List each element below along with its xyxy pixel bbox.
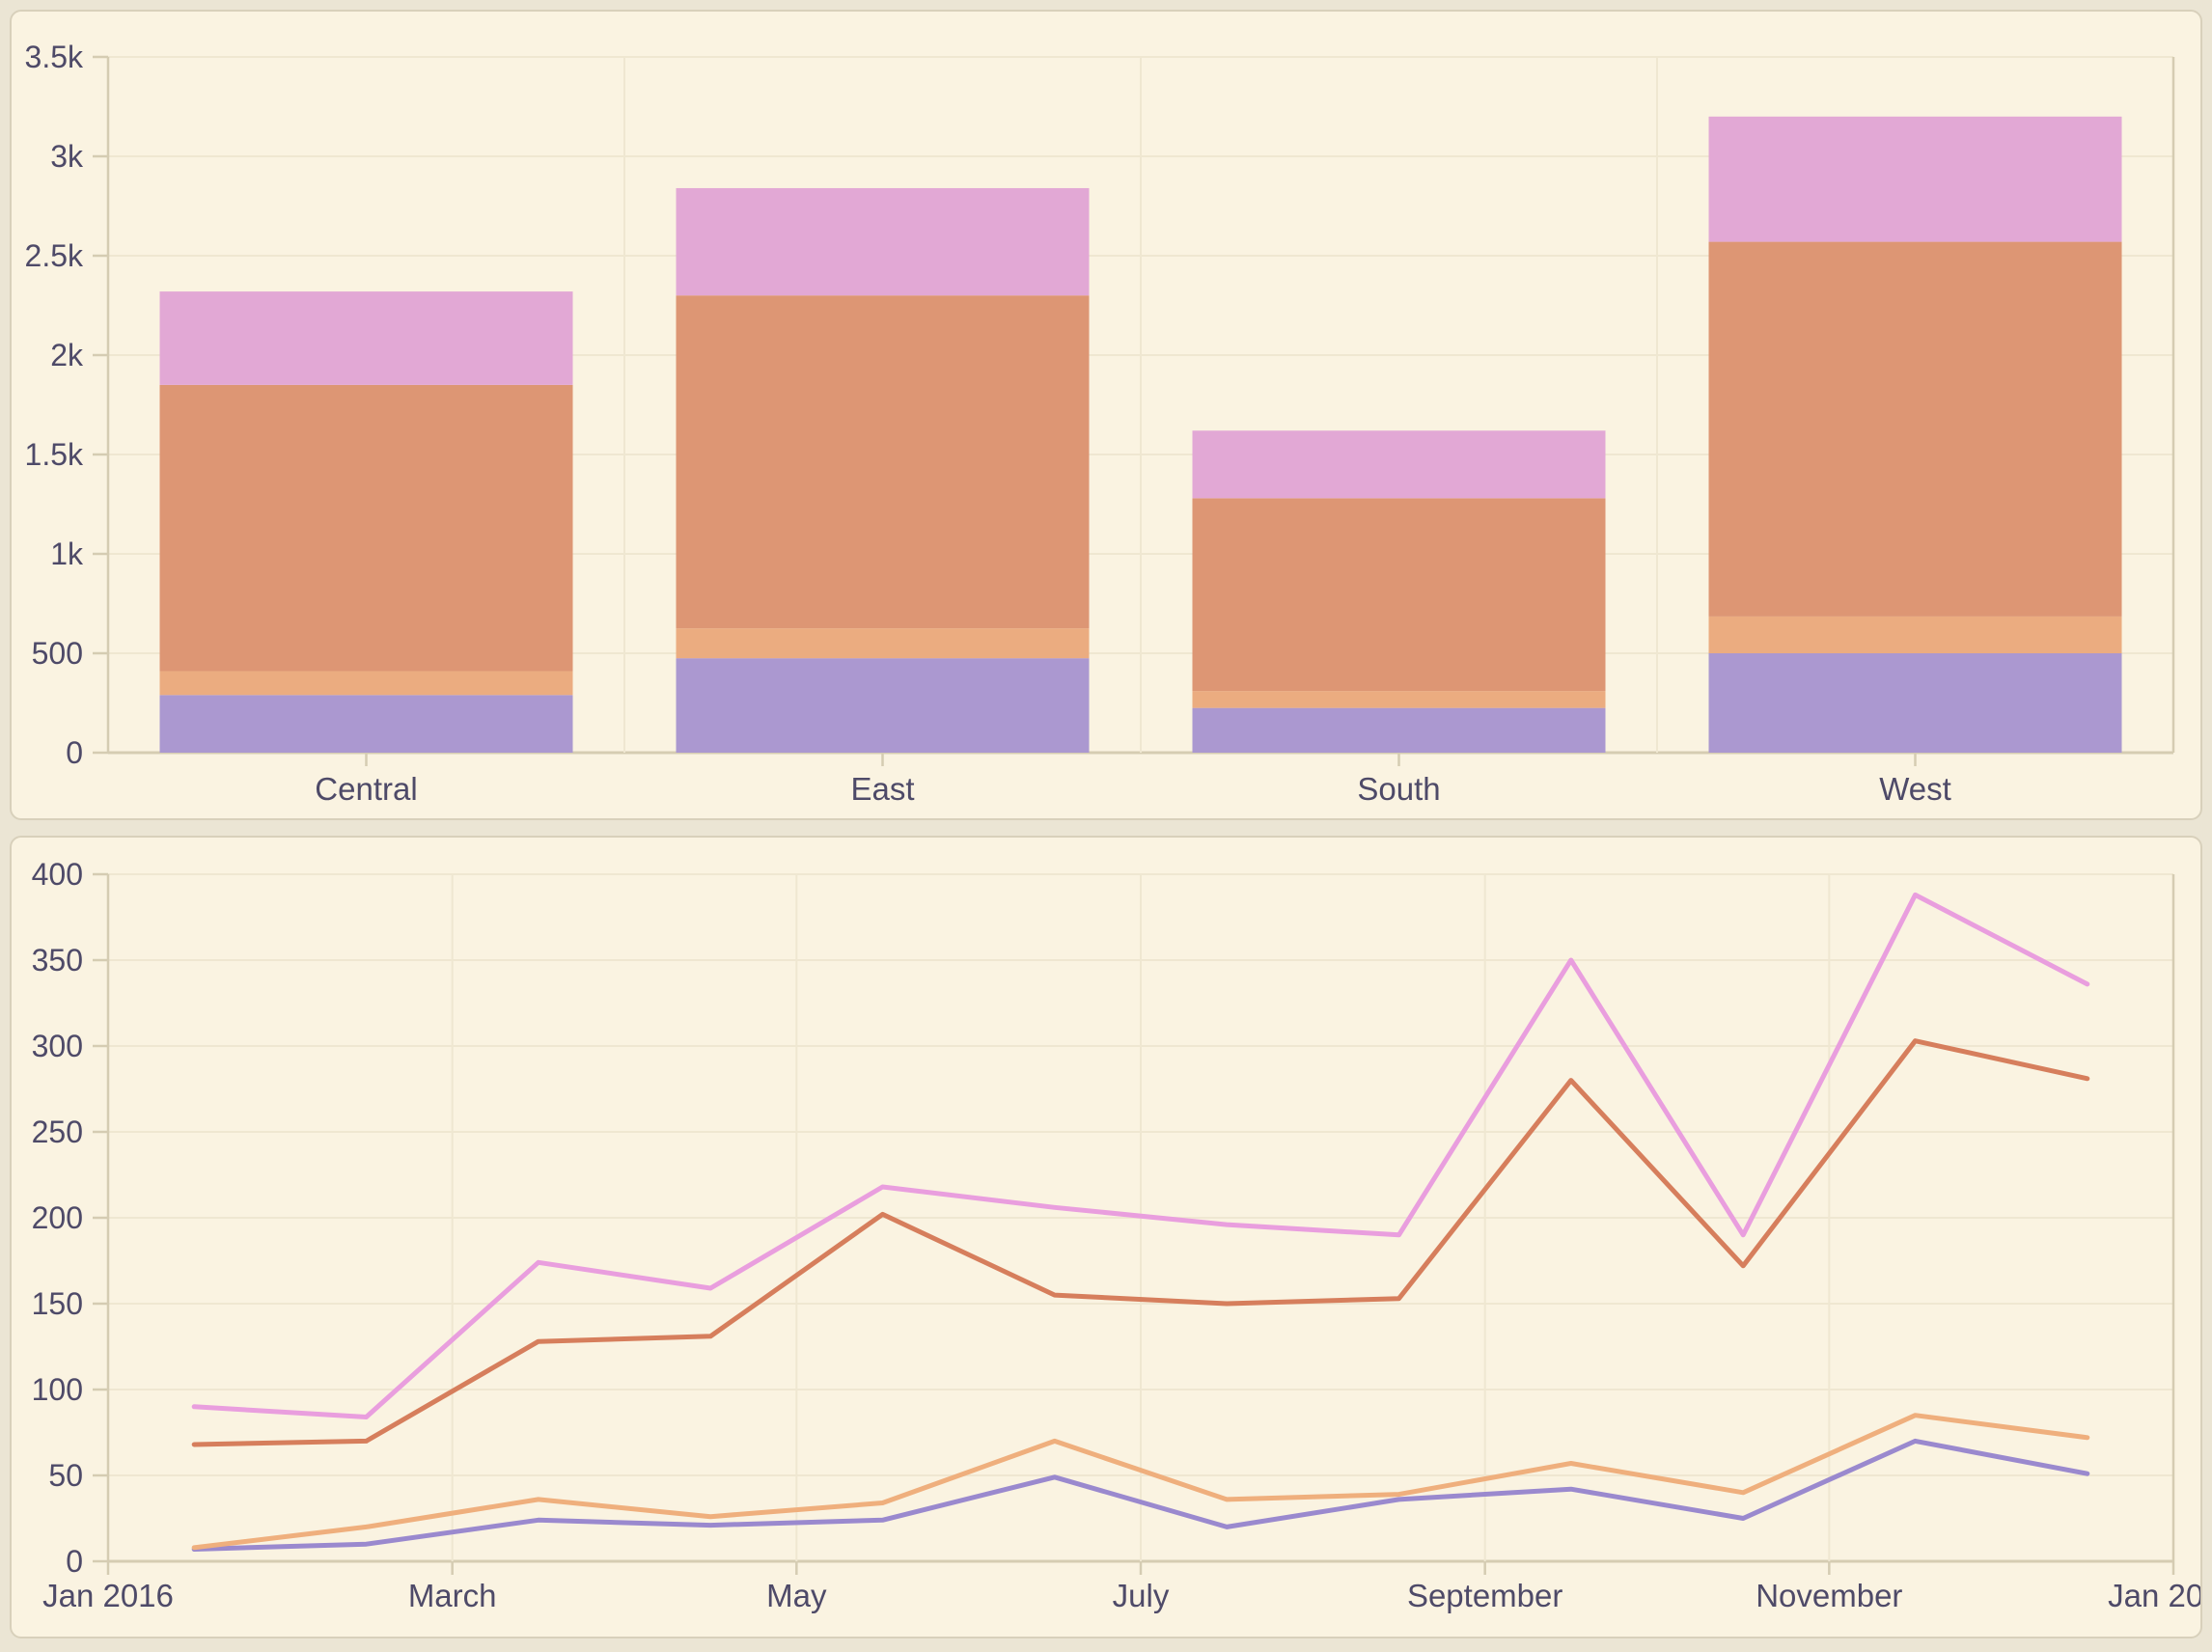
bar-segment-east-light-orange[interactable] [676,628,1090,659]
line-chart: 0 50 100 150 200 250 300 350 400 Jan 2016 March May… [32,857,2200,1613]
y-tick-label: 1.5k [25,437,84,472]
x-tick-label-november: November [1756,1578,1902,1613]
y-tick-label: 2.5k [25,238,84,273]
y-tick-label: 0 [66,1544,83,1579]
x-tick-label-march: March [408,1578,497,1613]
x-tick-label-jan-2017: Jan 2017 [2108,1578,2200,1613]
y-tick-label: 200 [32,1200,83,1235]
x-tick-label-september: September [1407,1578,1562,1613]
line-series-purple[interactable] [191,1438,2090,1552]
y-tick-label: 100 [32,1372,83,1407]
bar-segment-central-orange[interactable] [159,384,573,672]
x-category-label-central: Central [315,771,417,807]
bar-segment-west-orange[interactable] [1708,241,2122,617]
bar-segment-central-pink[interactable] [159,291,573,385]
x-category-label-east: East [850,771,914,807]
y-tick-label: 50 [48,1458,83,1493]
y-tick-label: 3.5k [25,40,84,74]
bar-segment-south-light-orange[interactable] [1192,691,1606,708]
stacked-bar-chart-card: 0 500 1k 1.5k 2k 2.5k 3k 3.5k Central East South We… [10,10,2202,820]
y-tick-label: 150 [32,1286,83,1321]
y-tick-label: 500 [32,636,83,671]
line-series-light-orange[interactable] [191,1413,2090,1551]
y-tick-label: 400 [32,857,83,892]
bar-segment-west-light-orange[interactable] [1708,616,2122,653]
x-category-label-south: South [1357,771,1440,807]
bar-segment-south-pink[interactable] [1192,430,1606,499]
x-tick-label-may: May [766,1578,827,1613]
y-tick-label: 0 [66,735,83,770]
y-tick-label: 3k [50,139,84,174]
y-tick-label: 2k [50,338,84,372]
bar-segment-east-purple[interactable] [676,658,1090,753]
bar-segment-west-pink[interactable] [1708,116,2122,242]
y-tick-label: 350 [32,943,83,977]
x-tick-label-jan-2016: Jan 2016 [42,1578,174,1613]
bar-segment-south-orange[interactable] [1192,498,1606,692]
bar-segment-east-pink[interactable] [676,187,1090,296]
y-tick-label: 1k [50,537,84,571]
bar-segment-south-purple[interactable] [1192,707,1606,753]
bar-segment-central-purple[interactable] [159,695,573,753]
bar-segment-central-light-orange[interactable] [159,671,573,696]
bar-segment-east-orange[interactable] [676,295,1090,629]
x-tick-label-july: July [1113,1578,1170,1613]
y-tick-label: 250 [32,1115,83,1149]
line-series-pink[interactable] [191,892,2090,1419]
stacked-bar-chart: 0 500 1k 1.5k 2k 2.5k 3k 3.5k Central East South We… [25,40,2175,807]
bar-segment-west-purple[interactable] [1708,653,2122,753]
x-category-label-west: West [1879,771,1951,807]
y-tick-label: 300 [32,1029,83,1063]
line-series-orange[interactable] [191,1038,2090,1447]
line-chart-card: 0 50 100 150 200 250 300 350 400 Jan 2016 March May… [10,836,2202,1638]
